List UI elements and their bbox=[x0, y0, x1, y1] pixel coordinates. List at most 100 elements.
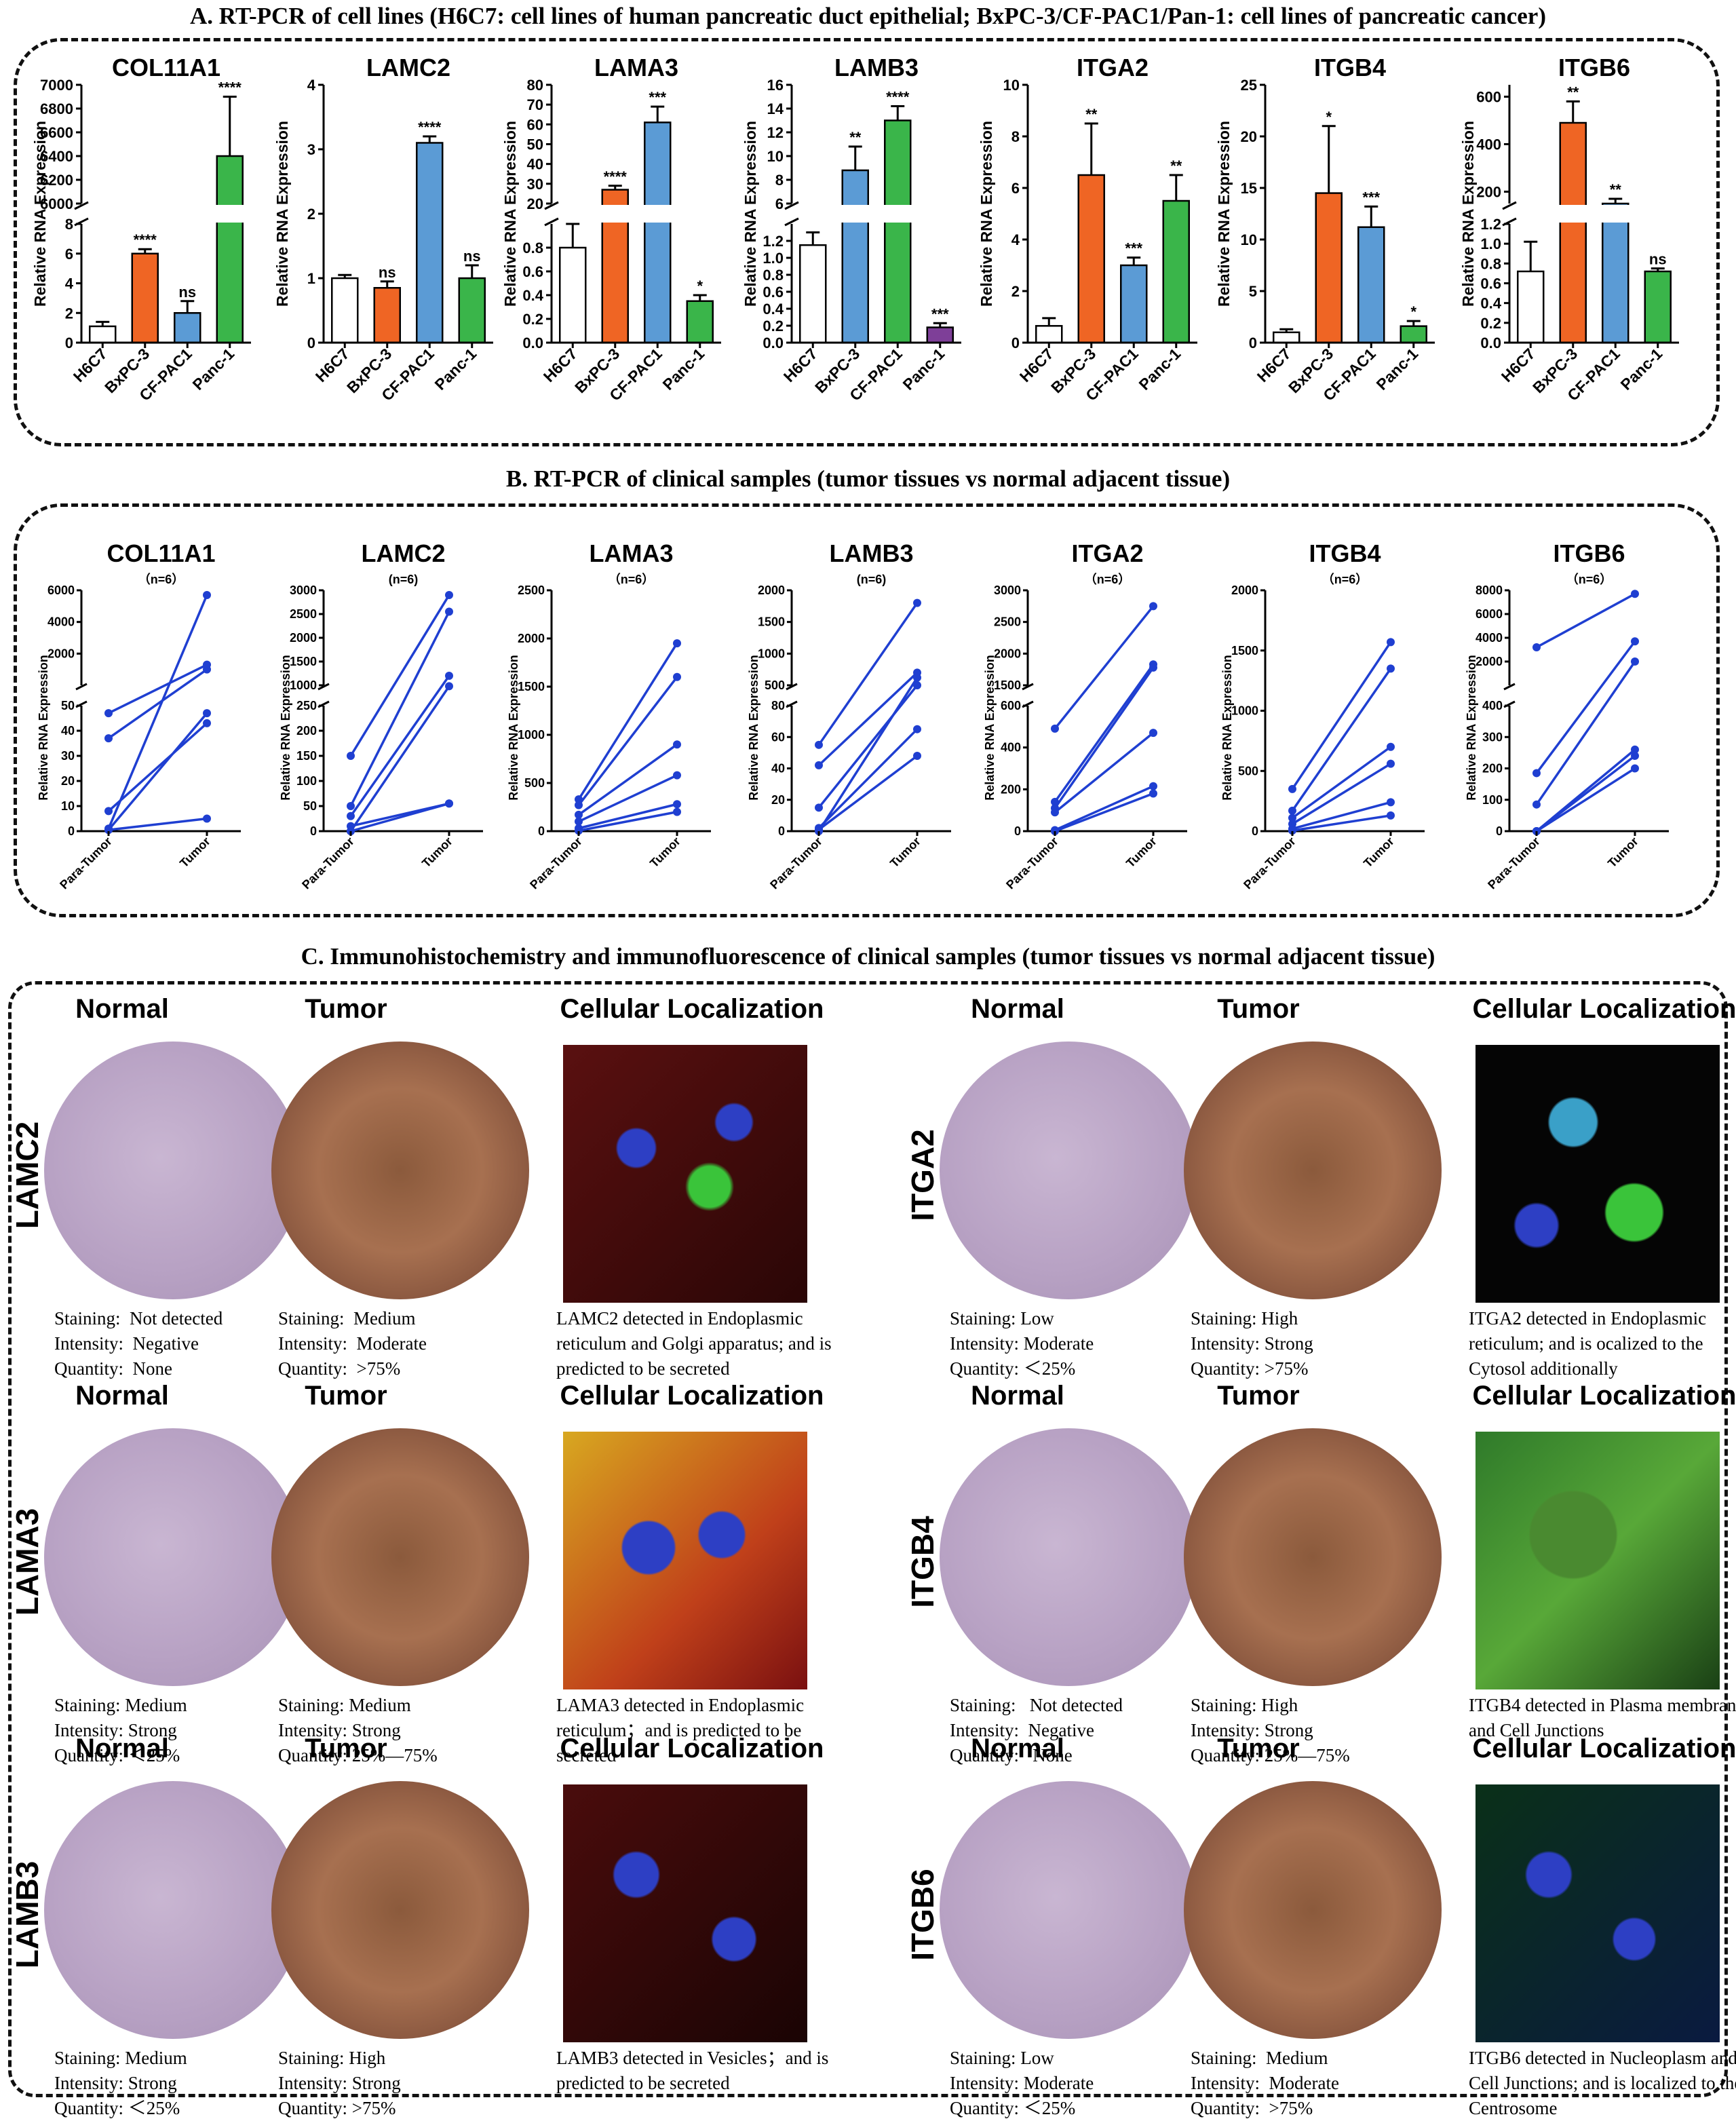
pair-line bbox=[349, 674, 450, 817]
localization-description: ITGA2 detected in Endoplasmic reticulum;… bbox=[1469, 1308, 1707, 1379]
y-tick-label: 14 bbox=[767, 100, 784, 117]
y-tick-label: 8 bbox=[775, 172, 784, 189]
ihc-tumor-image bbox=[1184, 1781, 1442, 2039]
y-axis-label: Relative RNA Expression bbox=[747, 655, 760, 800]
x-tick-label: Para-Tumor bbox=[299, 835, 357, 892]
y-tick-label: 2000 bbox=[1475, 655, 1503, 668]
significance-label: **** bbox=[418, 119, 442, 136]
para-tumor-point bbox=[1288, 826, 1296, 835]
bar-break-gap bbox=[1558, 205, 1588, 223]
para-tumor-point bbox=[1288, 814, 1296, 822]
pair-line bbox=[349, 611, 450, 807]
normal-staining-stats: Staining: Medium Intensity: Strong Quant… bbox=[54, 2048, 187, 2118]
y-tick-label: 6 bbox=[775, 195, 784, 212]
localization-description: LAMB3 detected in Vesicles；and is predic… bbox=[556, 2048, 829, 2093]
bar bbox=[174, 312, 201, 344]
y-tick-label: 6000 bbox=[40, 195, 73, 212]
y-tick-label: 6 bbox=[65, 246, 73, 263]
y-tick-label: 2500 bbox=[994, 615, 1021, 629]
y-tick-label: 1000 bbox=[290, 679, 317, 692]
tumor-point bbox=[1631, 590, 1639, 598]
y-tick-label: 200 bbox=[296, 724, 317, 738]
y-tick-label: 10 bbox=[1241, 231, 1257, 248]
chart-subtitle: (n=6) bbox=[857, 573, 887, 586]
x-tick-label: Panc-1 bbox=[1373, 345, 1422, 394]
y-tick-label: 40 bbox=[771, 762, 785, 776]
line-chart-LAMC2: LAMC2 (n=6) Relative RNA Expression 0 50 100 1… bbox=[279, 539, 483, 892]
bar bbox=[1120, 264, 1148, 344]
ihc-normal-image bbox=[44, 1428, 302, 1686]
significance-label: * bbox=[1326, 109, 1332, 126]
normal-staining-stats: Staining: Low Intensity: Moderate Quanti… bbox=[950, 1308, 1094, 1379]
pair-line bbox=[1292, 801, 1391, 830]
bar bbox=[1273, 331, 1300, 344]
y-tick-label: 8 bbox=[1011, 128, 1020, 145]
tumor-point bbox=[1149, 602, 1157, 611]
para-tumor-point bbox=[347, 822, 355, 830]
column-header-localization: Cellular Localization bbox=[560, 994, 824, 1024]
y-tick-label: 2000 bbox=[758, 584, 785, 597]
y-tick-label: 6400 bbox=[40, 148, 73, 165]
y-tick-label: 1.0 bbox=[763, 250, 784, 267]
para-tumor-point bbox=[815, 740, 823, 749]
chart-title: ITGB4 bbox=[1309, 539, 1381, 567]
column-header-tumor: Tumor bbox=[305, 994, 387, 1024]
y-axis-label: Relative RNA Expression bbox=[37, 655, 50, 800]
y-tick-label: 150 bbox=[296, 749, 317, 763]
y-tick-label: 0.8 bbox=[522, 240, 543, 256]
chart-subtitle: (n=6) bbox=[389, 573, 419, 586]
pair-line bbox=[817, 672, 919, 767]
significance-label: *** bbox=[931, 305, 949, 322]
column-header-normal: Normal bbox=[75, 1734, 169, 1763]
bar-break-gap bbox=[840, 205, 870, 223]
ihc-tumor-image bbox=[1184, 1428, 1442, 1686]
tumor-point bbox=[445, 799, 453, 808]
if-localization-image bbox=[563, 1045, 807, 1303]
bar bbox=[1315, 192, 1343, 344]
para-tumor-point bbox=[104, 826, 113, 835]
para-tumor-point bbox=[575, 810, 583, 819]
y-axis-label: Relative RNA Expression bbox=[1220, 655, 1234, 800]
section-a-title: A. RT-PCR of cell lines (H6C7: cell line… bbox=[190, 3, 1546, 29]
significance-label: ** bbox=[1567, 84, 1579, 101]
section-b-frame bbox=[14, 503, 1720, 917]
pair-line bbox=[817, 602, 919, 746]
x-tick-label: Panc-1 bbox=[1136, 345, 1184, 394]
chart-title: COL11A1 bbox=[112, 54, 220, 81]
y-tick-label: 50 bbox=[61, 699, 75, 712]
pair-line bbox=[350, 802, 450, 828]
y-tick-label: 0 bbox=[310, 824, 317, 838]
y-tick-label: 1.0 bbox=[1480, 235, 1501, 252]
line-chart-ITGA2: ITGA2 （n=6） Relative RNA Expression 0 200 400… bbox=[983, 539, 1187, 892]
normal-staining-stats: Staining: Medium Intensity: Strong Quant… bbox=[54, 1695, 187, 1765]
pair-line bbox=[1054, 605, 1155, 730]
y-tick-label: 500 bbox=[765, 679, 785, 692]
bar bbox=[1644, 270, 1672, 344]
y-tick-label: 3 bbox=[307, 141, 315, 158]
y-tick-label: 2000 bbox=[994, 647, 1021, 660]
y-tick-label: 100 bbox=[296, 774, 317, 788]
y-tick-label: 0 bbox=[1496, 824, 1503, 838]
x-tick-label: Tumor bbox=[1123, 835, 1159, 871]
y-tick-label: 400 bbox=[1476, 136, 1501, 153]
y-axis-label: Relative RNA Expression bbox=[1459, 121, 1477, 307]
axis-break-mark bbox=[786, 683, 798, 708]
ihc-tumor-image bbox=[271, 1428, 529, 1686]
chart-title: LAMB3 bbox=[834, 54, 919, 81]
para-tumor-point bbox=[1051, 808, 1059, 817]
x-tick-label: Panc-1 bbox=[659, 345, 708, 394]
y-tick-label: 50 bbox=[527, 136, 543, 153]
y-tick-label: 0 bbox=[538, 824, 545, 838]
y-tick-label: 3000 bbox=[994, 584, 1021, 597]
x-tick-label: Para-Tumor bbox=[57, 835, 115, 892]
para-tumor-point bbox=[1532, 769, 1541, 778]
x-tick-label: Tumor bbox=[647, 835, 683, 871]
y-tick-label: 5 bbox=[1249, 283, 1257, 300]
if-localization-image bbox=[1475, 1784, 1720, 2042]
para-tumor-point bbox=[347, 802, 355, 810]
para-tumor-point bbox=[575, 826, 583, 835]
ihc-normal-image bbox=[940, 1428, 1197, 1686]
y-tick-label: 0.4 bbox=[522, 287, 543, 304]
y-tick-label: 6800 bbox=[40, 100, 73, 117]
